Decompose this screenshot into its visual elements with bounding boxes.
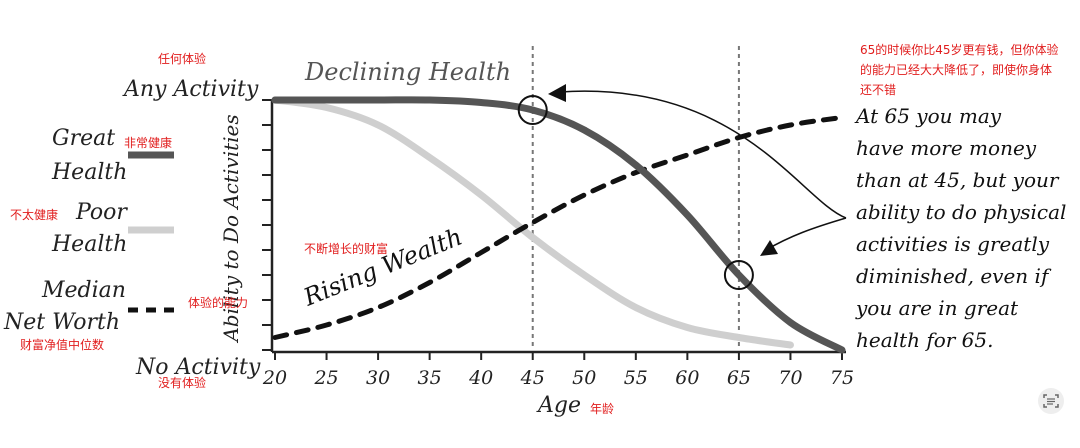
callout-arrowhead-65: [760, 240, 778, 256]
x-tick-label: 65: [727, 367, 751, 389]
series-poor-health: [271, 96, 794, 349]
x-tick-label: 35: [418, 367, 442, 389]
x-axis-title: Age: [536, 393, 581, 418]
cn-ability: 体验的能力: [188, 296, 249, 310]
callout-arrow-45: [559, 90, 847, 219]
annotation-line-1: At 65 you may: [856, 104, 1002, 128]
legend-great-label-2: Health: [52, 160, 128, 185]
series-lines: [271, 96, 846, 354]
highlight-circles: [517, 95, 754, 290]
x-tick-label: 70: [778, 367, 802, 389]
cn-age: 年龄: [590, 402, 615, 416]
scan-icon: [1043, 394, 1059, 408]
legend-poor-label-2: Health: [52, 232, 128, 257]
x-tick-label: 30: [366, 367, 390, 389]
x-tick-label: 75: [830, 367, 854, 389]
cn-no-activity: 没有体验: [158, 376, 207, 390]
y-top-label: Any Activity: [122, 77, 259, 102]
annotation-line-3: than at 45, but your: [856, 168, 1059, 192]
annotation-line-6: diminished, even if: [856, 264, 1049, 288]
series-median-net-worth: [272, 115, 845, 340]
x-tick-label: 45: [520, 367, 545, 389]
highlight-circle-65: [723, 260, 754, 290]
cn-great-health: 非常健康: [124, 136, 173, 150]
y-bottom-label: No Activity: [135, 355, 261, 380]
scan-button[interactable]: [1038, 388, 1064, 414]
annotation-line-4: ability to do physical: [856, 200, 1067, 224]
x-tick-label: 20: [262, 367, 287, 389]
rising-wealth-label: Rising Wealth: [299, 223, 466, 312]
cn-any-activity: 任何体验: [158, 52, 207, 66]
x-tick-label: 40: [468, 367, 493, 389]
x-tick-label: 60: [675, 367, 699, 389]
series-great-health: [271, 96, 846, 354]
cn-median-net-worth: 财富净值中位数: [20, 338, 105, 352]
legend-networth-label-2: Net Worth: [4, 310, 120, 335]
x-axis-ticks: 20 25 30 35 40 45 50 55 60 65 70 75: [262, 352, 854, 389]
cn-rising-wealth: 不断增长的财富: [304, 242, 389, 256]
annotation-line-5: activities is greatly: [856, 232, 1050, 256]
annotation-line-7: you are in great: [856, 296, 1019, 320]
y-axis-ticks: [262, 99, 272, 351]
cn-poor-health: 不太健康: [10, 208, 59, 222]
annotation-line-2: have more money: [856, 136, 1037, 160]
legend-great-label-1: Great: [52, 126, 116, 151]
callout-arrow-65: [765, 217, 847, 251]
x-tick-label: 55: [624, 367, 648, 389]
declining-health-label: Declining Health: [304, 58, 511, 86]
annotation-line-8: health for 65.: [856, 328, 994, 352]
legend-networth-label-1: Median: [42, 278, 126, 303]
legend-poor-label-1: Poor: [76, 200, 127, 225]
cn-top-note: 65的时候你比45岁更有钱，但你体验的能力已经大大降低了，即使你身体还不错: [860, 43, 1059, 97]
annotation-note: At 65 you may have more money than at 45…: [856, 100, 1078, 356]
x-tick-label: 25: [313, 367, 338, 389]
y-axis-title: Ability to Do Activities: [219, 114, 243, 343]
x-tick-label: 50: [572, 367, 596, 389]
highlight-circle-45: [517, 95, 548, 125]
callout-arrowhead-45: [548, 84, 566, 102]
